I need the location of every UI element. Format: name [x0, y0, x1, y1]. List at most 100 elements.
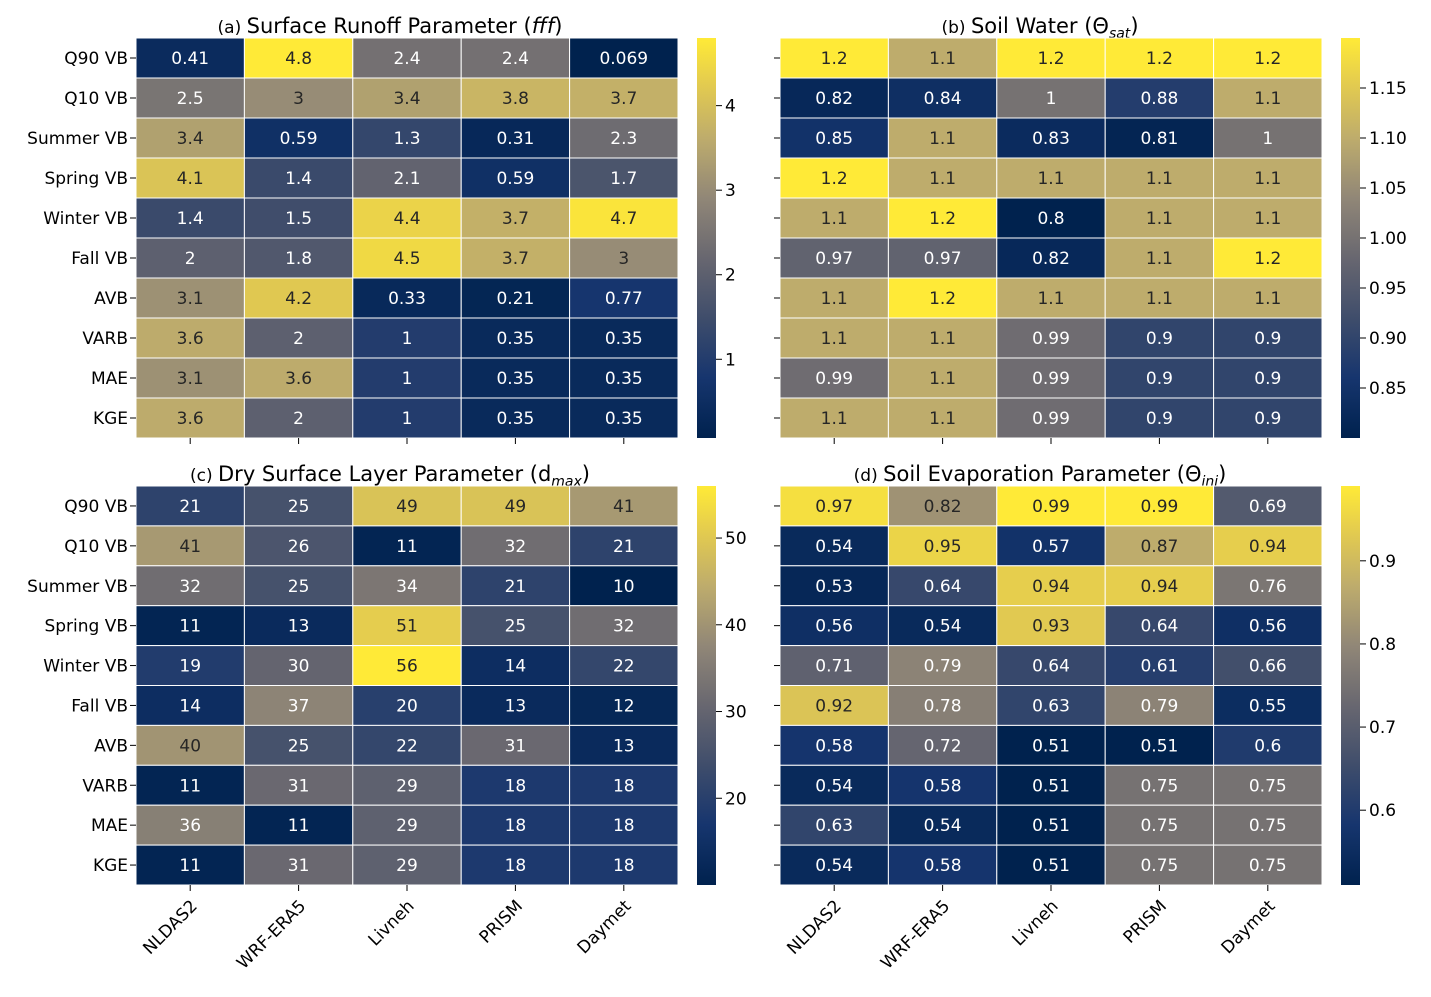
- heatmap-cell: [460, 844, 571, 886]
- heatmap-cell: [243, 764, 354, 806]
- cell-value-label: 21: [505, 577, 527, 597]
- cell-value-label: 0.61: [1140, 657, 1178, 677]
- colorbar-tick-label: 1.10: [1369, 129, 1407, 149]
- heatmap-cell: [460, 117, 571, 159]
- heatmap-cell: [569, 804, 679, 846]
- row-label: MAE: [91, 369, 128, 389]
- cell-value-label: 0.81: [1140, 129, 1178, 149]
- panel-label: (d): [854, 466, 883, 486]
- cell-value-label: 0.75: [1140, 776, 1178, 796]
- cell-value-label: 3.7: [502, 209, 529, 229]
- cell-value-label: 0.99: [1140, 497, 1178, 517]
- heatmap-cell: [569, 397, 679, 439]
- cell-value-label: 3.6: [177, 409, 204, 429]
- cell-value-label: 0.9: [1146, 409, 1173, 429]
- heatmap-cell: [779, 485, 889, 527]
- cell-value-label: 11: [288, 816, 310, 836]
- heatmap-panel: (b) Soil Water (Θsat) 1.2 1.1 1.2 1.2 1.2 0.82…: [774, 14, 1407, 444]
- heatmap-cell: [569, 197, 679, 239]
- heatmap-cell: [779, 197, 889, 239]
- colorbar-tick-label: 3: [725, 181, 736, 201]
- cell-value-label: 0.55: [1249, 696, 1287, 716]
- cell-value-label: 3: [293, 89, 304, 109]
- cell-value-label: 1.1: [1146, 209, 1173, 229]
- heatmap-cell: [1104, 645, 1215, 686]
- heatmap-cell: [1213, 525, 1323, 567]
- cell-value-label: 13: [613, 736, 635, 756]
- row-label: Spring VB: [44, 169, 128, 189]
- column-label: PRISM: [476, 896, 527, 947]
- cell-value-label: 0.9: [1254, 369, 1281, 389]
- heatmap-cell: [135, 157, 245, 199]
- heatmap-cell: [1104, 485, 1215, 527]
- cell-value-label: 0.35: [605, 329, 643, 349]
- cell-value-label: 25: [288, 736, 310, 756]
- cell-value-label: 0.54: [924, 816, 962, 836]
- heatmap-cell: [135, 724, 245, 766]
- cell-value-label: 0.51: [1032, 776, 1070, 796]
- cell-value-label: 1.3: [393, 129, 420, 149]
- column-label: Daymet: [574, 896, 636, 958]
- cell-value-label: 34: [396, 577, 418, 597]
- cell-value-label: 18: [505, 816, 527, 836]
- cell-value-label: 0.35: [605, 369, 643, 389]
- heatmap-cell: [352, 685, 462, 726]
- heatmap-cell: [243, 685, 354, 726]
- cell-value-label: 0.69: [1249, 497, 1287, 517]
- heatmap-cell: [460, 525, 571, 567]
- colorbar-tick-label: 1: [725, 350, 736, 370]
- heatmap-cell: [352, 197, 462, 239]
- column-label: WRF-ERA5: [233, 896, 310, 973]
- heatmap-cell: [135, 804, 245, 846]
- heatmap-cell: [779, 525, 889, 567]
- cell-value-label: 0.84: [924, 89, 962, 109]
- colorbar-tick-label: 40: [725, 616, 747, 636]
- colorbar: [1341, 38, 1360, 438]
- title-text: Dry Surface Layer Parameter (d: [218, 462, 551, 486]
- heatmap-cell: [243, 117, 354, 159]
- row-label: Q10 VB: [64, 89, 128, 109]
- cell-value-label: 0.94: [1032, 577, 1070, 597]
- cell-value-label: 0.99: [1032, 329, 1070, 349]
- heatmap-cell: [779, 157, 889, 199]
- cell-value-label: 1.1: [1254, 289, 1281, 309]
- title-text: Soil Water (: [971, 14, 1092, 38]
- cell-value-label: 1.1: [929, 49, 956, 69]
- heatmap-cell: [779, 117, 889, 159]
- column-label: WRF-ERA5: [877, 896, 954, 973]
- cell-value-label: 0.88: [1140, 89, 1178, 109]
- cell-value-label: 12: [613, 696, 635, 716]
- heatmap-cell: [1213, 764, 1323, 806]
- row-label: KGE: [93, 409, 128, 429]
- cell-value-label: 0.83: [1032, 129, 1070, 149]
- cell-value-label: 4.2: [285, 289, 312, 309]
- heatmap-cell: [1104, 565, 1215, 607]
- cell-value-label: 0.92: [815, 696, 853, 716]
- heatmap-cell: [1104, 317, 1215, 359]
- heatmap-cell: [460, 317, 571, 359]
- cell-value-label: 0.51: [1032, 816, 1070, 836]
- cell-value-label: 0.97: [924, 249, 962, 269]
- title-symbol: fff: [532, 14, 558, 38]
- colorbar-tick-label: 0.95: [1369, 279, 1407, 299]
- title-symbol: Θ: [1185, 462, 1202, 486]
- cell-value-label: 0.54: [815, 537, 853, 557]
- heatmap-cell: [1213, 77, 1323, 119]
- cell-value-label: 29: [396, 856, 418, 876]
- row-label: Fall VB: [71, 696, 128, 716]
- heatmap-cell: [569, 237, 679, 279]
- cell-value-label: 14: [505, 657, 527, 677]
- cell-value-label: 0.41: [171, 49, 209, 69]
- cell-value-label: 0.82: [815, 89, 853, 109]
- row-label: Summer VB: [27, 129, 128, 149]
- heatmap-cell: [996, 724, 1106, 766]
- panel-label: (b): [941, 18, 970, 38]
- cell-value-label: 0.56: [1249, 617, 1287, 637]
- cell-value-label: 0.9: [1254, 409, 1281, 429]
- cell-value-label: 18: [505, 856, 527, 876]
- row-label: Winter VB: [43, 657, 128, 677]
- cell-value-label: 0.58: [924, 776, 962, 796]
- heatmap-cell: [779, 605, 889, 647]
- cell-value-label: 1.1: [1037, 169, 1064, 189]
